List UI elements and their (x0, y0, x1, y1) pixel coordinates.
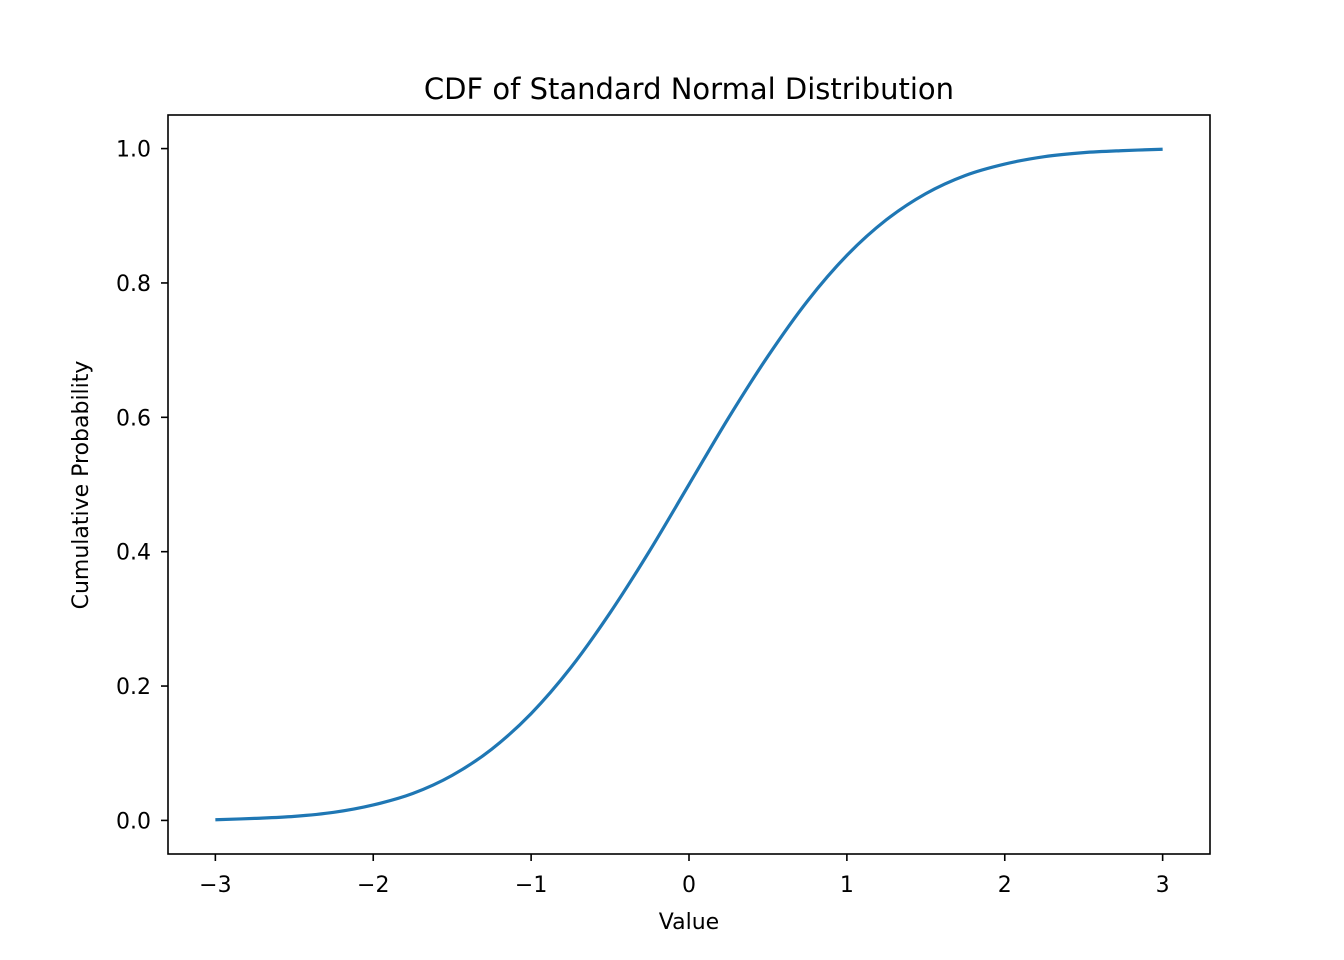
plot-area: −3 −2 −1 0 1 2 3 0.0 0.2 0.4 0.6 0.8 1.0 (116, 114, 1211, 898)
y-tick-label: 0.0 (116, 809, 151, 834)
series-layer (215, 147, 1163, 822)
x-tick-label: 0 (682, 873, 696, 898)
x-axis-label: Value (659, 910, 719, 935)
y-tick-label: 0.2 (116, 675, 151, 700)
y-axis-label: Cumulative Probability (69, 361, 94, 610)
x-tick-label: −1 (515, 873, 547, 898)
x-tick-label: −2 (357, 873, 389, 898)
y-tick-label: 1.0 (116, 138, 151, 163)
y-axis: 0.0 0.2 0.4 0.6 0.8 1.0 (116, 138, 168, 834)
y-tick-label: 0.8 (116, 272, 151, 297)
chart-title: CDF of Standard Normal Distribution (424, 72, 954, 106)
x-tick-label: −3 (199, 873, 231, 898)
x-tick-label: 3 (1156, 873, 1170, 898)
x-tick-label: 1 (840, 873, 854, 898)
y-tick-label: 0.4 (116, 541, 151, 566)
cdf-series-line (215, 147, 1163, 822)
y-tick-label: 0.6 (116, 406, 151, 431)
x-tick-label: 2 (998, 873, 1012, 898)
x-axis: −3 −2 −1 0 1 2 3 (199, 854, 1170, 898)
